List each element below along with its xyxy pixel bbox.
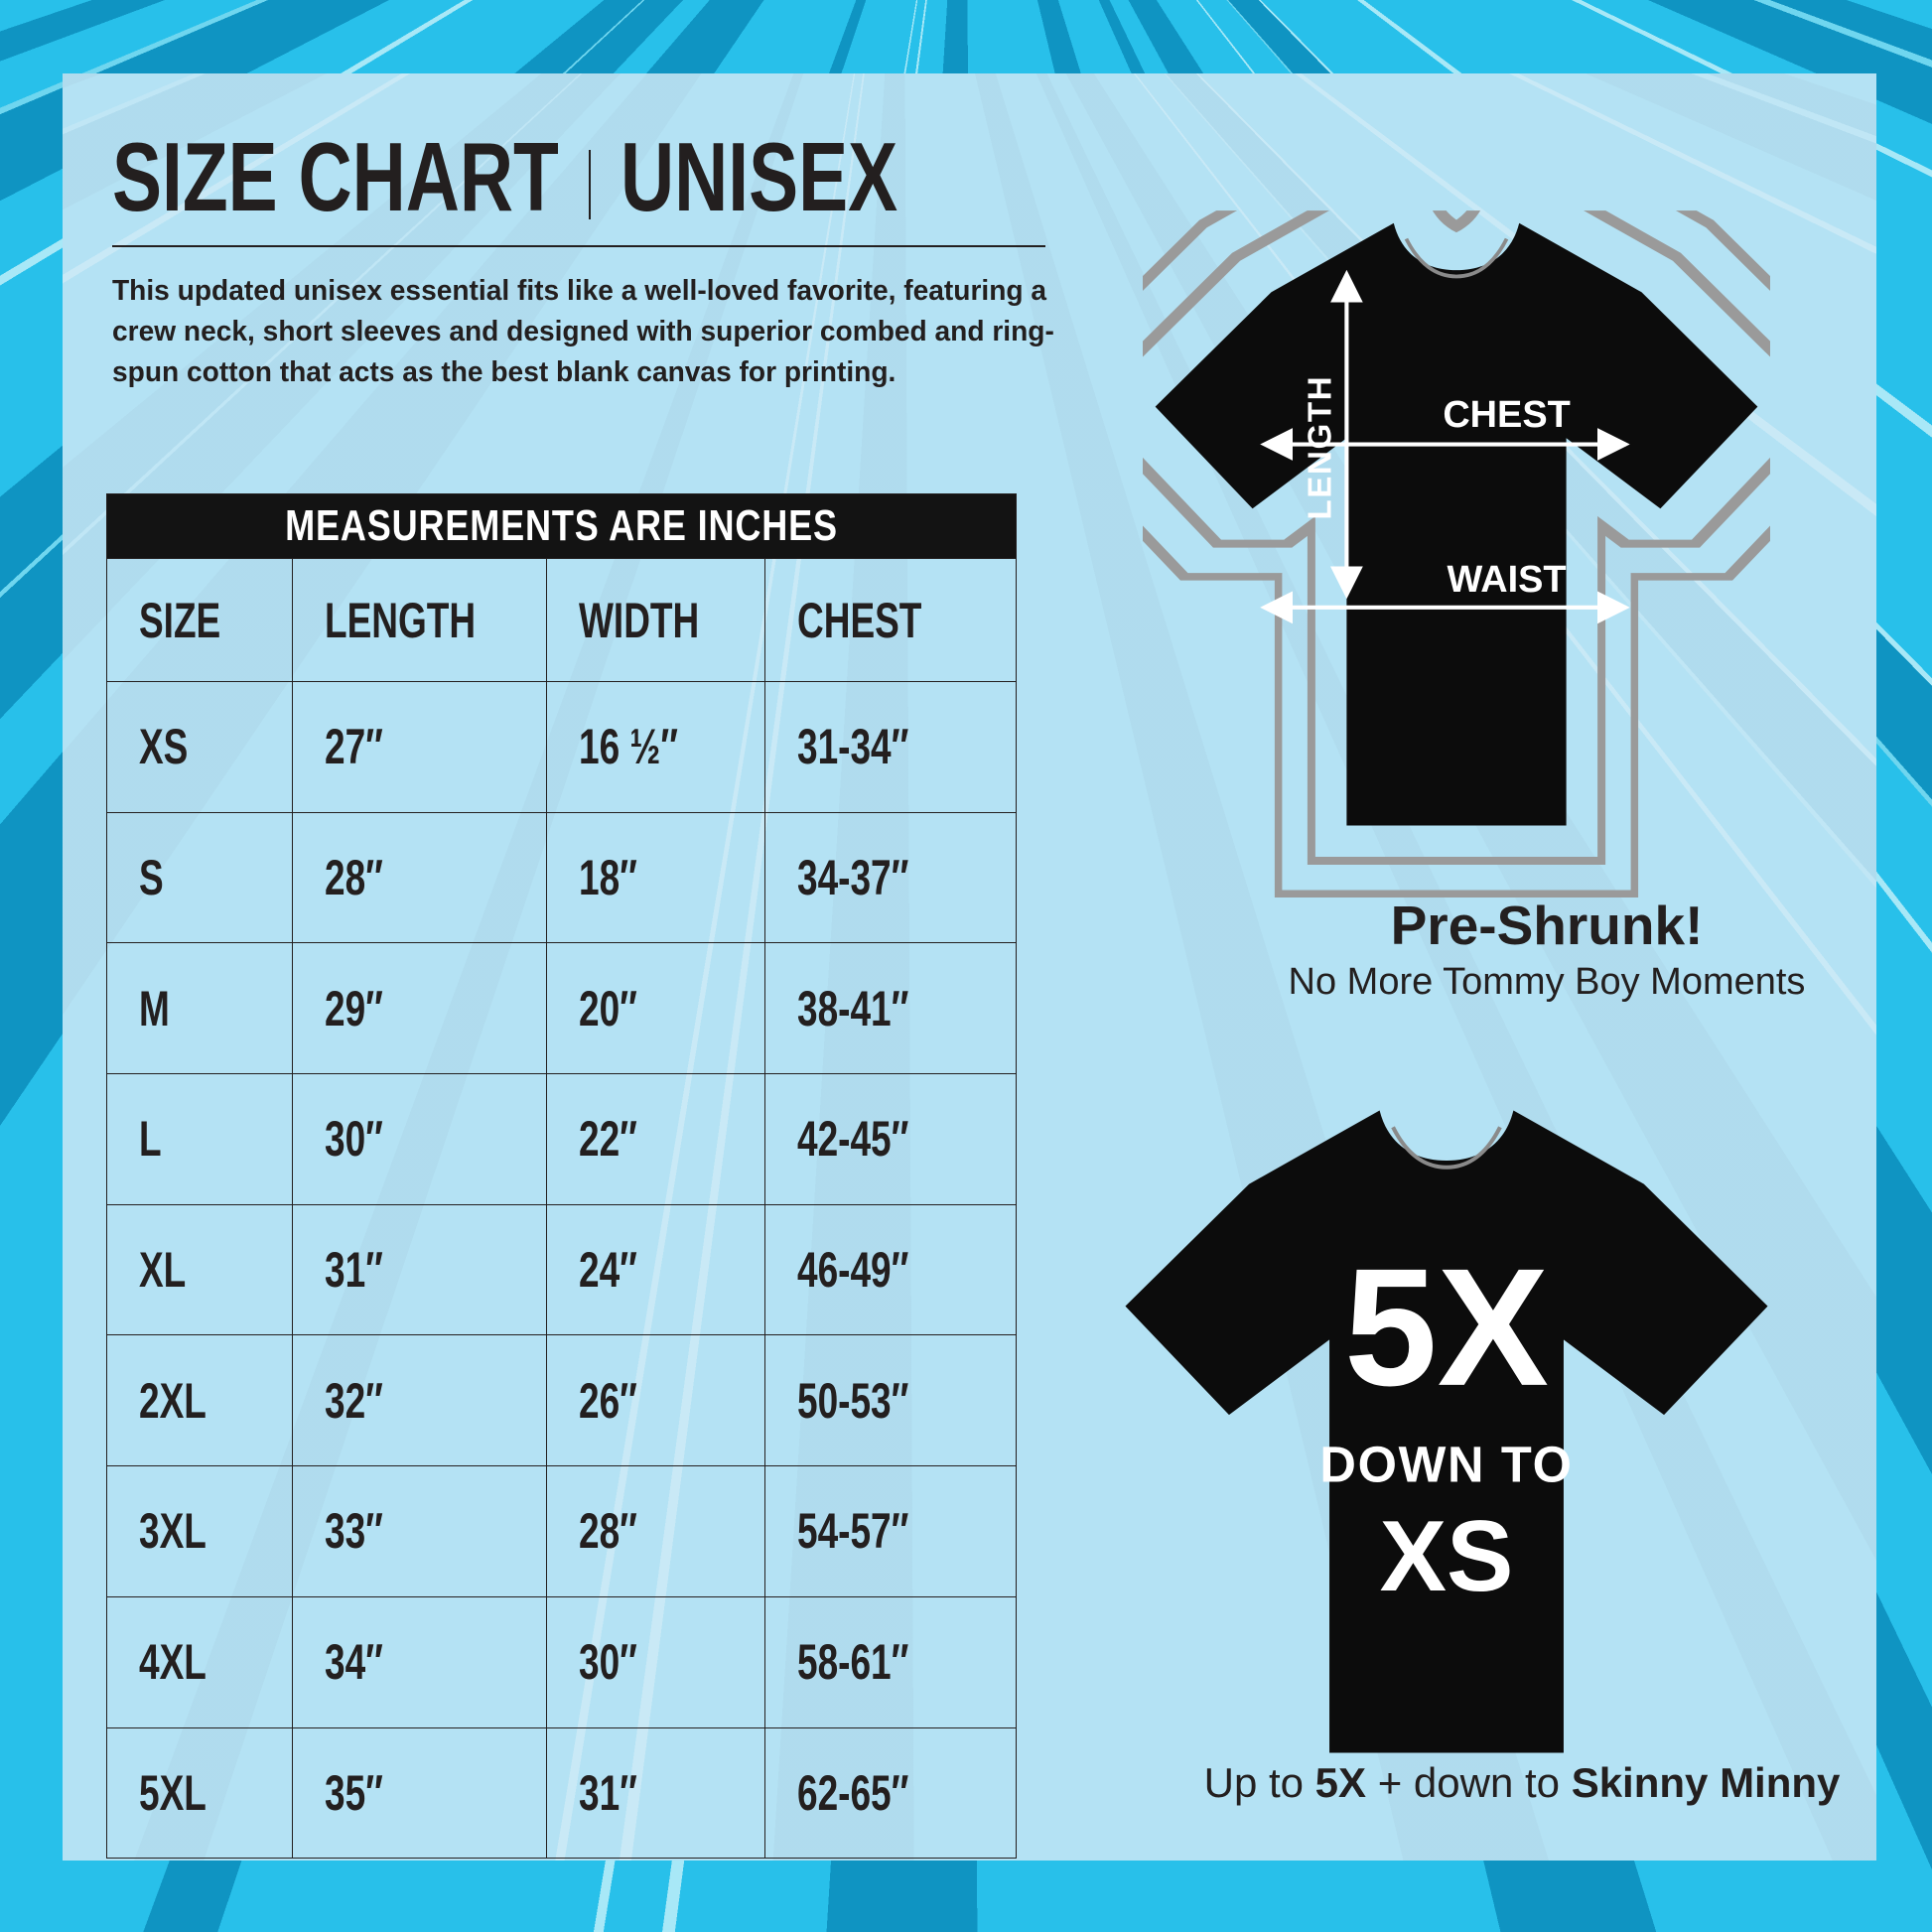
svg-text:LENGTH: LENGTH bbox=[1303, 375, 1339, 520]
svg-text:WAIST: WAIST bbox=[1448, 559, 1567, 601]
svg-text:5X: 5X bbox=[1344, 1233, 1549, 1421]
svg-text:XS: XS bbox=[1380, 1500, 1514, 1612]
svg-text:DOWN TO: DOWN TO bbox=[1319, 1437, 1573, 1493]
svg-text:CHEST: CHEST bbox=[1443, 394, 1570, 436]
